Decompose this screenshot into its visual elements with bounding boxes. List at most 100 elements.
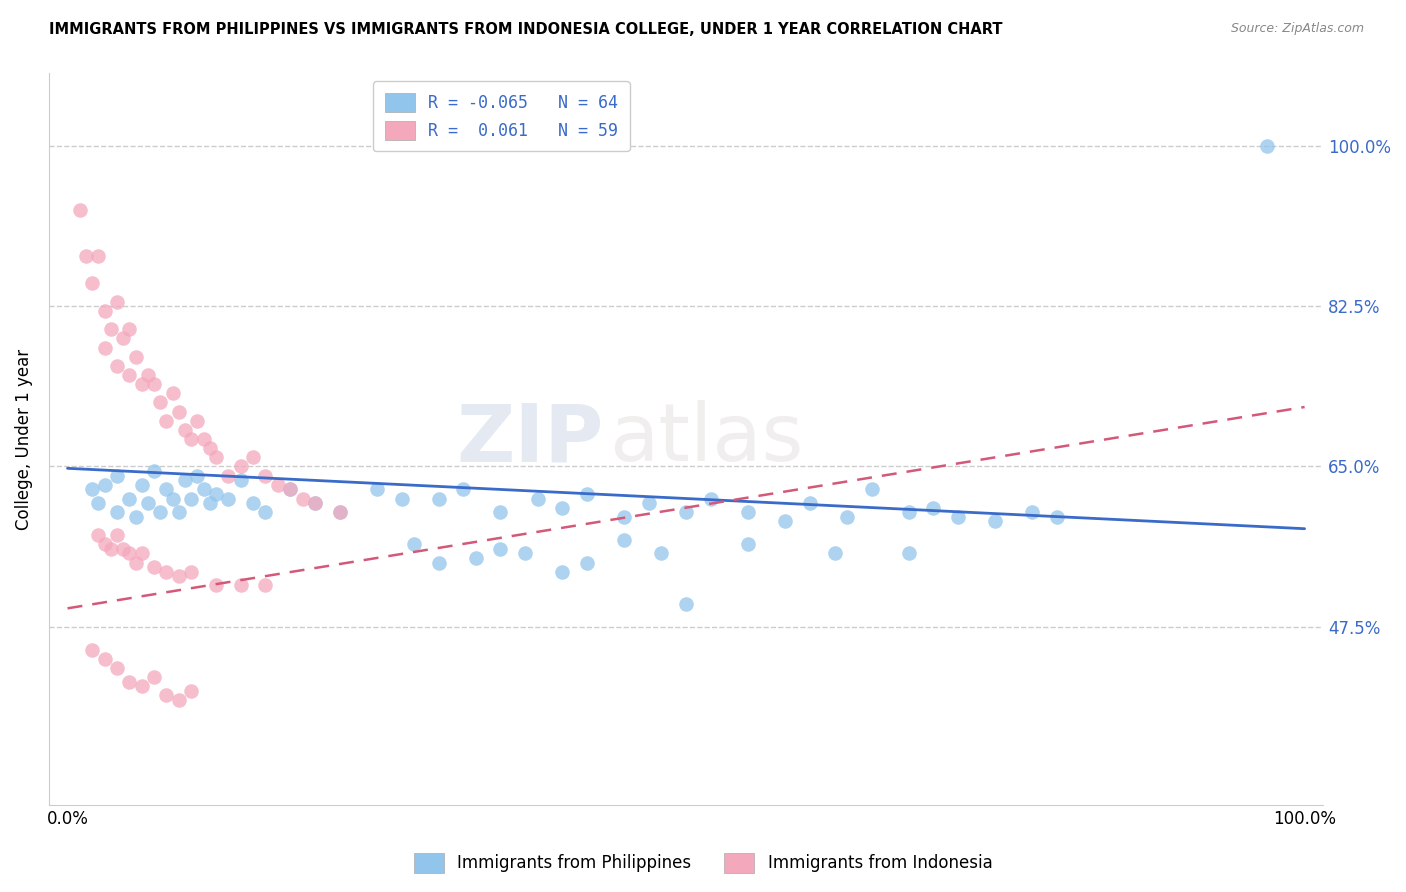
Point	[453, 483, 475, 497]
Point	[897, 546, 920, 560]
Point	[193, 432, 215, 446]
Point	[205, 450, 228, 465]
Point	[93, 537, 115, 551]
Point	[835, 509, 858, 524]
Point	[180, 683, 202, 698]
Point	[131, 546, 153, 560]
Point	[229, 459, 252, 474]
Point	[551, 500, 574, 515]
Point	[402, 537, 425, 551]
Point	[124, 556, 146, 570]
Point	[180, 491, 202, 506]
Point	[69, 203, 91, 218]
Point	[217, 491, 239, 506]
Point	[186, 468, 208, 483]
Point	[105, 468, 128, 483]
Point	[427, 491, 450, 506]
Point	[155, 483, 177, 497]
Point	[131, 377, 153, 392]
Point	[427, 556, 450, 570]
Point	[242, 450, 264, 465]
Legend: Immigrants from Philippines, Immigrants from Indonesia: Immigrants from Philippines, Immigrants …	[406, 847, 1000, 880]
Text: IMMIGRANTS FROM PHILIPPINES VS IMMIGRANTS FROM INDONESIA COLLEGE, UNDER 1 YEAR C: IMMIGRANTS FROM PHILIPPINES VS IMMIGRANT…	[49, 22, 1002, 37]
Point	[87, 496, 110, 510]
Point	[205, 578, 228, 592]
Point	[254, 468, 277, 483]
Point	[773, 515, 796, 529]
Point	[1046, 509, 1069, 524]
Point	[922, 500, 945, 515]
Point	[304, 496, 326, 510]
Point	[650, 546, 672, 560]
Point	[267, 477, 290, 491]
Point	[124, 509, 146, 524]
Point	[329, 505, 352, 519]
Point	[143, 670, 166, 684]
Point	[162, 491, 184, 506]
Point	[118, 368, 141, 382]
Point	[167, 404, 190, 418]
Point	[143, 464, 166, 478]
Point	[217, 468, 239, 483]
Point	[242, 496, 264, 510]
Point	[229, 578, 252, 592]
Point	[155, 565, 177, 579]
Point	[824, 546, 846, 560]
Point	[391, 491, 413, 506]
Point	[105, 661, 128, 675]
Point	[105, 528, 128, 542]
Point	[799, 496, 821, 510]
Point	[105, 359, 128, 373]
Point	[1021, 505, 1043, 519]
Point	[112, 541, 135, 556]
Point	[118, 546, 141, 560]
Point	[489, 505, 512, 519]
Point	[897, 505, 920, 519]
Point	[162, 386, 184, 401]
Point	[254, 578, 277, 592]
Point	[700, 491, 723, 506]
Point	[149, 505, 172, 519]
Point	[675, 505, 697, 519]
Text: Source: ZipAtlas.com: Source: ZipAtlas.com	[1230, 22, 1364, 36]
Point	[155, 414, 177, 428]
Point	[860, 483, 883, 497]
Point	[174, 423, 197, 437]
Y-axis label: College, Under 1 year: College, Under 1 year	[15, 349, 32, 530]
Point	[737, 505, 759, 519]
Point	[291, 491, 314, 506]
Point	[143, 560, 166, 574]
Point	[105, 505, 128, 519]
Point	[278, 483, 301, 497]
Point	[180, 565, 202, 579]
Point	[105, 294, 128, 309]
Point	[174, 473, 197, 487]
Point	[464, 551, 486, 566]
Point	[489, 541, 512, 556]
Point	[1256, 139, 1278, 153]
Point	[93, 477, 115, 491]
Point	[193, 483, 215, 497]
Point	[329, 505, 352, 519]
Point	[551, 565, 574, 579]
Point	[167, 505, 190, 519]
Text: atlas: atlas	[610, 400, 804, 478]
Point	[186, 414, 208, 428]
Point	[118, 322, 141, 336]
Point	[167, 569, 190, 583]
Point	[82, 642, 104, 657]
Point	[304, 496, 326, 510]
Point	[278, 483, 301, 497]
Point	[82, 277, 104, 291]
Point	[613, 509, 636, 524]
Point	[984, 515, 1007, 529]
Point	[93, 304, 115, 318]
Point	[93, 341, 115, 355]
Point	[675, 597, 697, 611]
Point	[229, 473, 252, 487]
Point	[576, 556, 599, 570]
Point	[82, 483, 104, 497]
Point	[205, 487, 228, 501]
Point	[526, 491, 548, 506]
Point	[100, 322, 122, 336]
